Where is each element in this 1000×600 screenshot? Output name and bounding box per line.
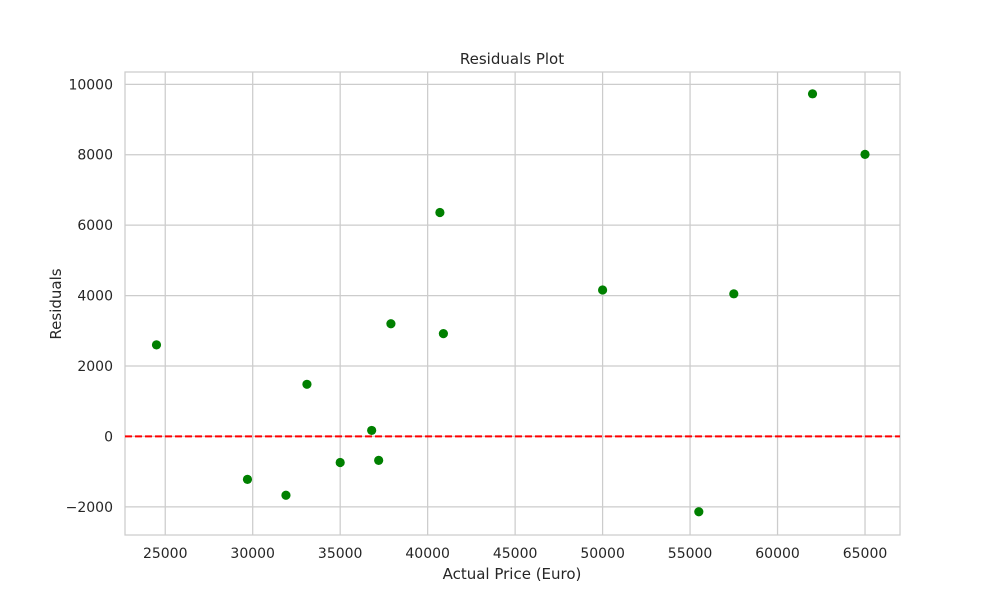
data-point <box>729 289 739 299</box>
x-tick-label: 60000 <box>755 546 800 562</box>
data-point <box>151 340 162 350</box>
x-tick-label: 35000 <box>318 546 363 562</box>
x-tick-label: 30000 <box>230 546 275 562</box>
chart-title: Residuals Plot <box>460 50 564 68</box>
y-axis-label: Residuals <box>47 268 65 339</box>
y-tick-label: 0 <box>104 429 113 445</box>
data-point <box>807 89 818 99</box>
data-point <box>597 285 608 295</box>
data-point <box>438 329 448 339</box>
data-point <box>281 490 291 500</box>
y-tick-label: 2000 <box>77 359 113 375</box>
x-tick-label: 65000 <box>843 546 888 562</box>
y-tick-label: 6000 <box>77 218 113 234</box>
y-tick-label: 10000 <box>68 77 113 93</box>
y-tick-label: 8000 <box>77 148 113 164</box>
x-tick-label: 50000 <box>580 546 625 562</box>
x-tick-label: 40000 <box>405 546 450 562</box>
data-point <box>367 425 377 436</box>
y-tick-label: −2000 <box>66 500 113 516</box>
data-point <box>302 379 312 389</box>
data-point <box>374 455 384 465</box>
data-point <box>435 207 445 218</box>
data-points <box>151 89 870 517</box>
x-tick-label: 45000 <box>493 546 538 562</box>
y-tick-labels: −2000 0 2000 4000 6000 8000 10000 <box>66 77 113 516</box>
x-axis-label: Actual Price (Euro) <box>443 565 582 583</box>
x-tick-label: 55000 <box>668 546 713 562</box>
plot-frame <box>124 71 901 536</box>
data-point <box>694 507 704 517</box>
data-point <box>242 474 253 484</box>
x-tick-labels: 25000 30000 35000 40000 45000 50000 55000 60000… <box>143 546 887 562</box>
x-tick-label: 25000 <box>143 546 188 562</box>
grid <box>125 72 900 535</box>
data-point <box>335 457 345 468</box>
y-tick-label: 4000 <box>77 289 113 305</box>
data-point <box>860 149 870 159</box>
data-point <box>386 319 396 329</box>
